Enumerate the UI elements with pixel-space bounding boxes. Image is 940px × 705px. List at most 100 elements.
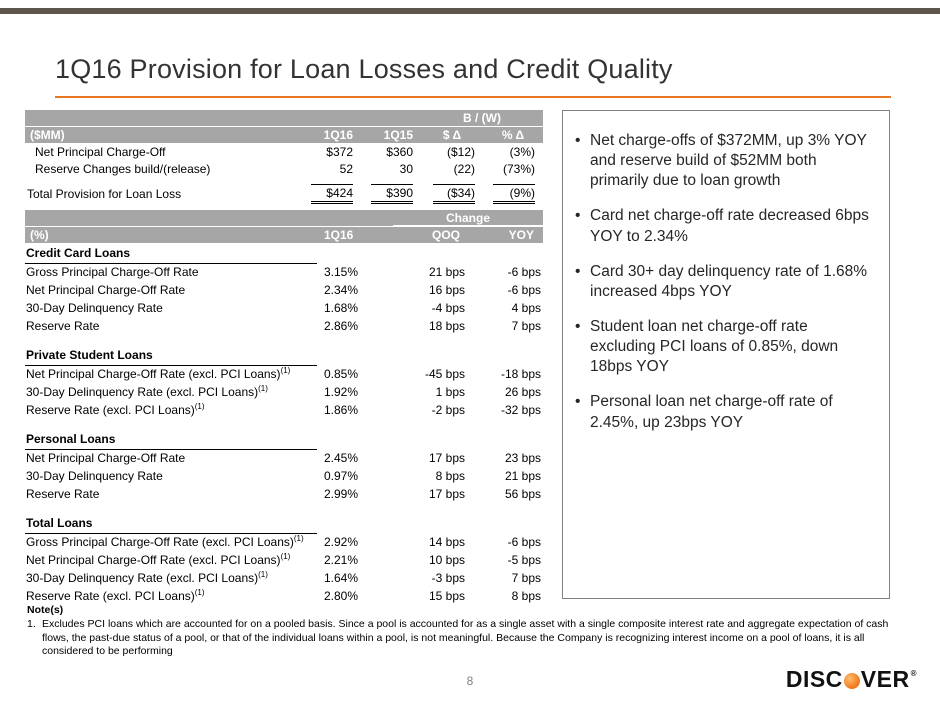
row-value-qoq: 17 bps bbox=[428, 451, 465, 465]
total-value-dollar-delta: ($34) bbox=[433, 184, 475, 204]
rates-section-name: Personal Loans bbox=[25, 429, 317, 450]
bullet-icon: • bbox=[575, 207, 581, 225]
row-value-qoq: -4 bps bbox=[431, 301, 465, 315]
rates-row: Reserve Rate (excl. PCI Loans)(1) 1.86% -2… bbox=[25, 401, 543, 419]
highlights-list: • Net charge-offs of $372MM, up 3% YOY an… bbox=[575, 131, 877, 433]
provision-row: Reserve Changes build/(release) 52 30 (22) (… bbox=[25, 160, 543, 177]
highlight-item: • Card 30+ day delinquency rate of 1.68% … bbox=[575, 262, 877, 302]
footnote-superscript: (1) bbox=[194, 402, 205, 411]
rates-row: Reserve Rate 2.86% 18 bps 7 bps bbox=[25, 317, 543, 335]
highlight-item: • Net charge-offs of $372MM, up 3% YOY an… bbox=[575, 131, 877, 191]
notes-list: 1. Excludes PCI loans which are accounted… bbox=[27, 618, 891, 658]
row-value: $372 bbox=[326, 144, 353, 159]
row-value-qoq: 1 bps bbox=[435, 385, 465, 399]
rates-group-row: Change bbox=[25, 210, 544, 227]
footnote-superscript: (1) bbox=[293, 534, 304, 544]
bullet-icon: • bbox=[575, 132, 581, 149]
row-value-qoq: 14 bps bbox=[428, 535, 465, 549]
logo-orange-circle-icon bbox=[843, 672, 860, 689]
col-header-percent: (%) bbox=[25, 226, 317, 243]
col-header-pct-delta: % Δ bbox=[483, 126, 543, 143]
highlight-text: Student loan net charge-off rate excludi… bbox=[590, 317, 839, 376]
row-label: 30-Day Delinquency Rate (excl. PCI Loans… bbox=[26, 384, 268, 400]
rates-row: Gross Principal Charge-Off Rate 3.15% 21 b… bbox=[25, 263, 543, 281]
spacer-row bbox=[25, 177, 543, 184]
row-label: 30-Day Delinquency Rate bbox=[26, 301, 163, 315]
row-label: Reserve Rate (excl. PCI Loans)(1) bbox=[26, 588, 205, 604]
highlights-box: • Net charge-offs of $372MM, up 3% YOY an… bbox=[562, 110, 890, 599]
row-value-qoq: -3 bps bbox=[431, 571, 465, 585]
highlight-text: Net charge-offs of $372MM, up 3% YOY and… bbox=[590, 132, 867, 190]
highlight-text: Personal loan net charge-off rate of 2.4… bbox=[590, 393, 833, 431]
rates-row: Net Principal Charge-Off Rate 2.45% 17 bps… bbox=[25, 449, 543, 467]
row-value-1q16: 0.85% bbox=[324, 367, 359, 381]
empty-cell bbox=[317, 243, 393, 263]
row-label: Reserve Changes build/(release) bbox=[35, 161, 211, 176]
row-label: 30-Day Delinquency Rate (excl. PCI Loans… bbox=[26, 570, 268, 586]
row-value-1q16: 1.86% bbox=[324, 403, 359, 417]
row-value-1q16: 2.34% bbox=[324, 283, 359, 297]
empty-cell bbox=[473, 243, 543, 263]
spacer-row bbox=[25, 335, 543, 345]
rates-row: Gross Principal Charge-Off Rate (excl. P… bbox=[25, 533, 543, 551]
provision-group-row: B / (W) bbox=[25, 110, 543, 127]
row-value-qoq: 8 bps bbox=[435, 469, 465, 483]
provision-total-row: Total Provision for Loan Loss $424 $390 … bbox=[25, 184, 543, 204]
rates-row: Net Principal Charge-Off Rate (excl. PCI… bbox=[25, 551, 543, 569]
empty-cell bbox=[317, 513, 393, 533]
row-value-1q16: 2.99% bbox=[324, 487, 359, 501]
total-value-1q16: $424 bbox=[311, 184, 353, 204]
row-value-yoy: 7 bps bbox=[511, 319, 542, 333]
row-value-yoy: -6 bps bbox=[507, 265, 542, 279]
row-label: Gross Principal Charge-Off Rate (excl. P… bbox=[26, 534, 304, 550]
rates-row: 30-Day Delinquency Rate 1.68% -4 bps 4 bps bbox=[25, 299, 543, 317]
total-value-1q15: $390 bbox=[371, 184, 413, 204]
rates-group-header: Change bbox=[393, 210, 544, 227]
rates-section-name: Private Student Loans bbox=[25, 345, 317, 366]
row-value: ($12) bbox=[446, 144, 475, 159]
rates-section-name: Total Loans bbox=[25, 513, 317, 534]
rates-row: 30-Day Delinquency Rate (excl. PCI Loans… bbox=[25, 569, 543, 587]
col-header-1q16: 1Q16 bbox=[295, 126, 361, 143]
highlight-text: Card 30+ day delinquency rate of 1.68% i… bbox=[590, 262, 868, 300]
row-value-yoy: 4 bps bbox=[511, 301, 542, 315]
row-value-yoy: -6 bps bbox=[507, 283, 542, 297]
empty-cell bbox=[393, 513, 473, 533]
row-value: 30 bbox=[399, 161, 413, 176]
rates-table: Change (%) 1Q16 QOQ YOY Credit Card Loan… bbox=[25, 210, 544, 605]
row-label: Net Principal Charge-Off Rate bbox=[26, 283, 186, 297]
provision-group-header: B / (W) bbox=[421, 110, 543, 127]
row-value-1q16: 2.45% bbox=[324, 451, 359, 465]
footnote-superscript: (1) bbox=[280, 366, 291, 376]
row-value-1q16: 1.92% bbox=[324, 385, 359, 399]
col-header-qoq: QOQ bbox=[393, 226, 473, 243]
empty-cell bbox=[317, 345, 393, 365]
row-label: Gross Principal Charge-Off Rate bbox=[26, 265, 199, 280]
rates-row: 30-Day Delinquency Rate 0.97% 8 bps 21 bps bbox=[25, 467, 543, 485]
rates-section-header-row: Total Loans bbox=[25, 513, 543, 534]
row-value-yoy: 21 bps bbox=[504, 469, 542, 483]
logo-text-suffix: VER bbox=[860, 666, 910, 692]
rates-row: 30-Day Delinquency Rate (excl. PCI Loans… bbox=[25, 383, 543, 401]
title-underline bbox=[55, 96, 891, 98]
notes-section: Note(s) 1. Excludes PCI loans which are a… bbox=[27, 604, 891, 659]
rates-section-header-row: Private Student Loans bbox=[25, 345, 543, 366]
row-value: (73%) bbox=[502, 161, 535, 176]
row-value-qoq: -45 bps bbox=[424, 367, 465, 381]
footnote-superscript: (1) bbox=[280, 552, 291, 561]
row-value-1q16: 1.64% bbox=[324, 571, 359, 585]
footnote-superscript: (1) bbox=[258, 384, 268, 393]
rates-column-row: (%) 1Q16 QOQ YOY bbox=[25, 226, 544, 243]
row-value-yoy: -18 bps bbox=[500, 367, 542, 381]
rates-row: Reserve Rate 2.99% 17 bps 56 bps bbox=[25, 485, 543, 503]
row-value-qoq: 10 bps bbox=[428, 553, 465, 567]
notes-title: Note(s) bbox=[27, 604, 64, 616]
row-value-qoq: 16 bps bbox=[428, 283, 465, 297]
col-header-r1q16: 1Q16 bbox=[317, 226, 393, 243]
provision-column-row: ($MM) 1Q16 1Q15 $ Δ % Δ bbox=[25, 126, 543, 143]
rates-row: Net Principal Charge-Off Rate (excl. PCI… bbox=[25, 365, 543, 383]
empty-cell bbox=[393, 429, 473, 449]
row-label: 30-Day Delinquency Rate bbox=[26, 469, 163, 483]
row-value-qoq: 15 bps bbox=[428, 589, 465, 603]
